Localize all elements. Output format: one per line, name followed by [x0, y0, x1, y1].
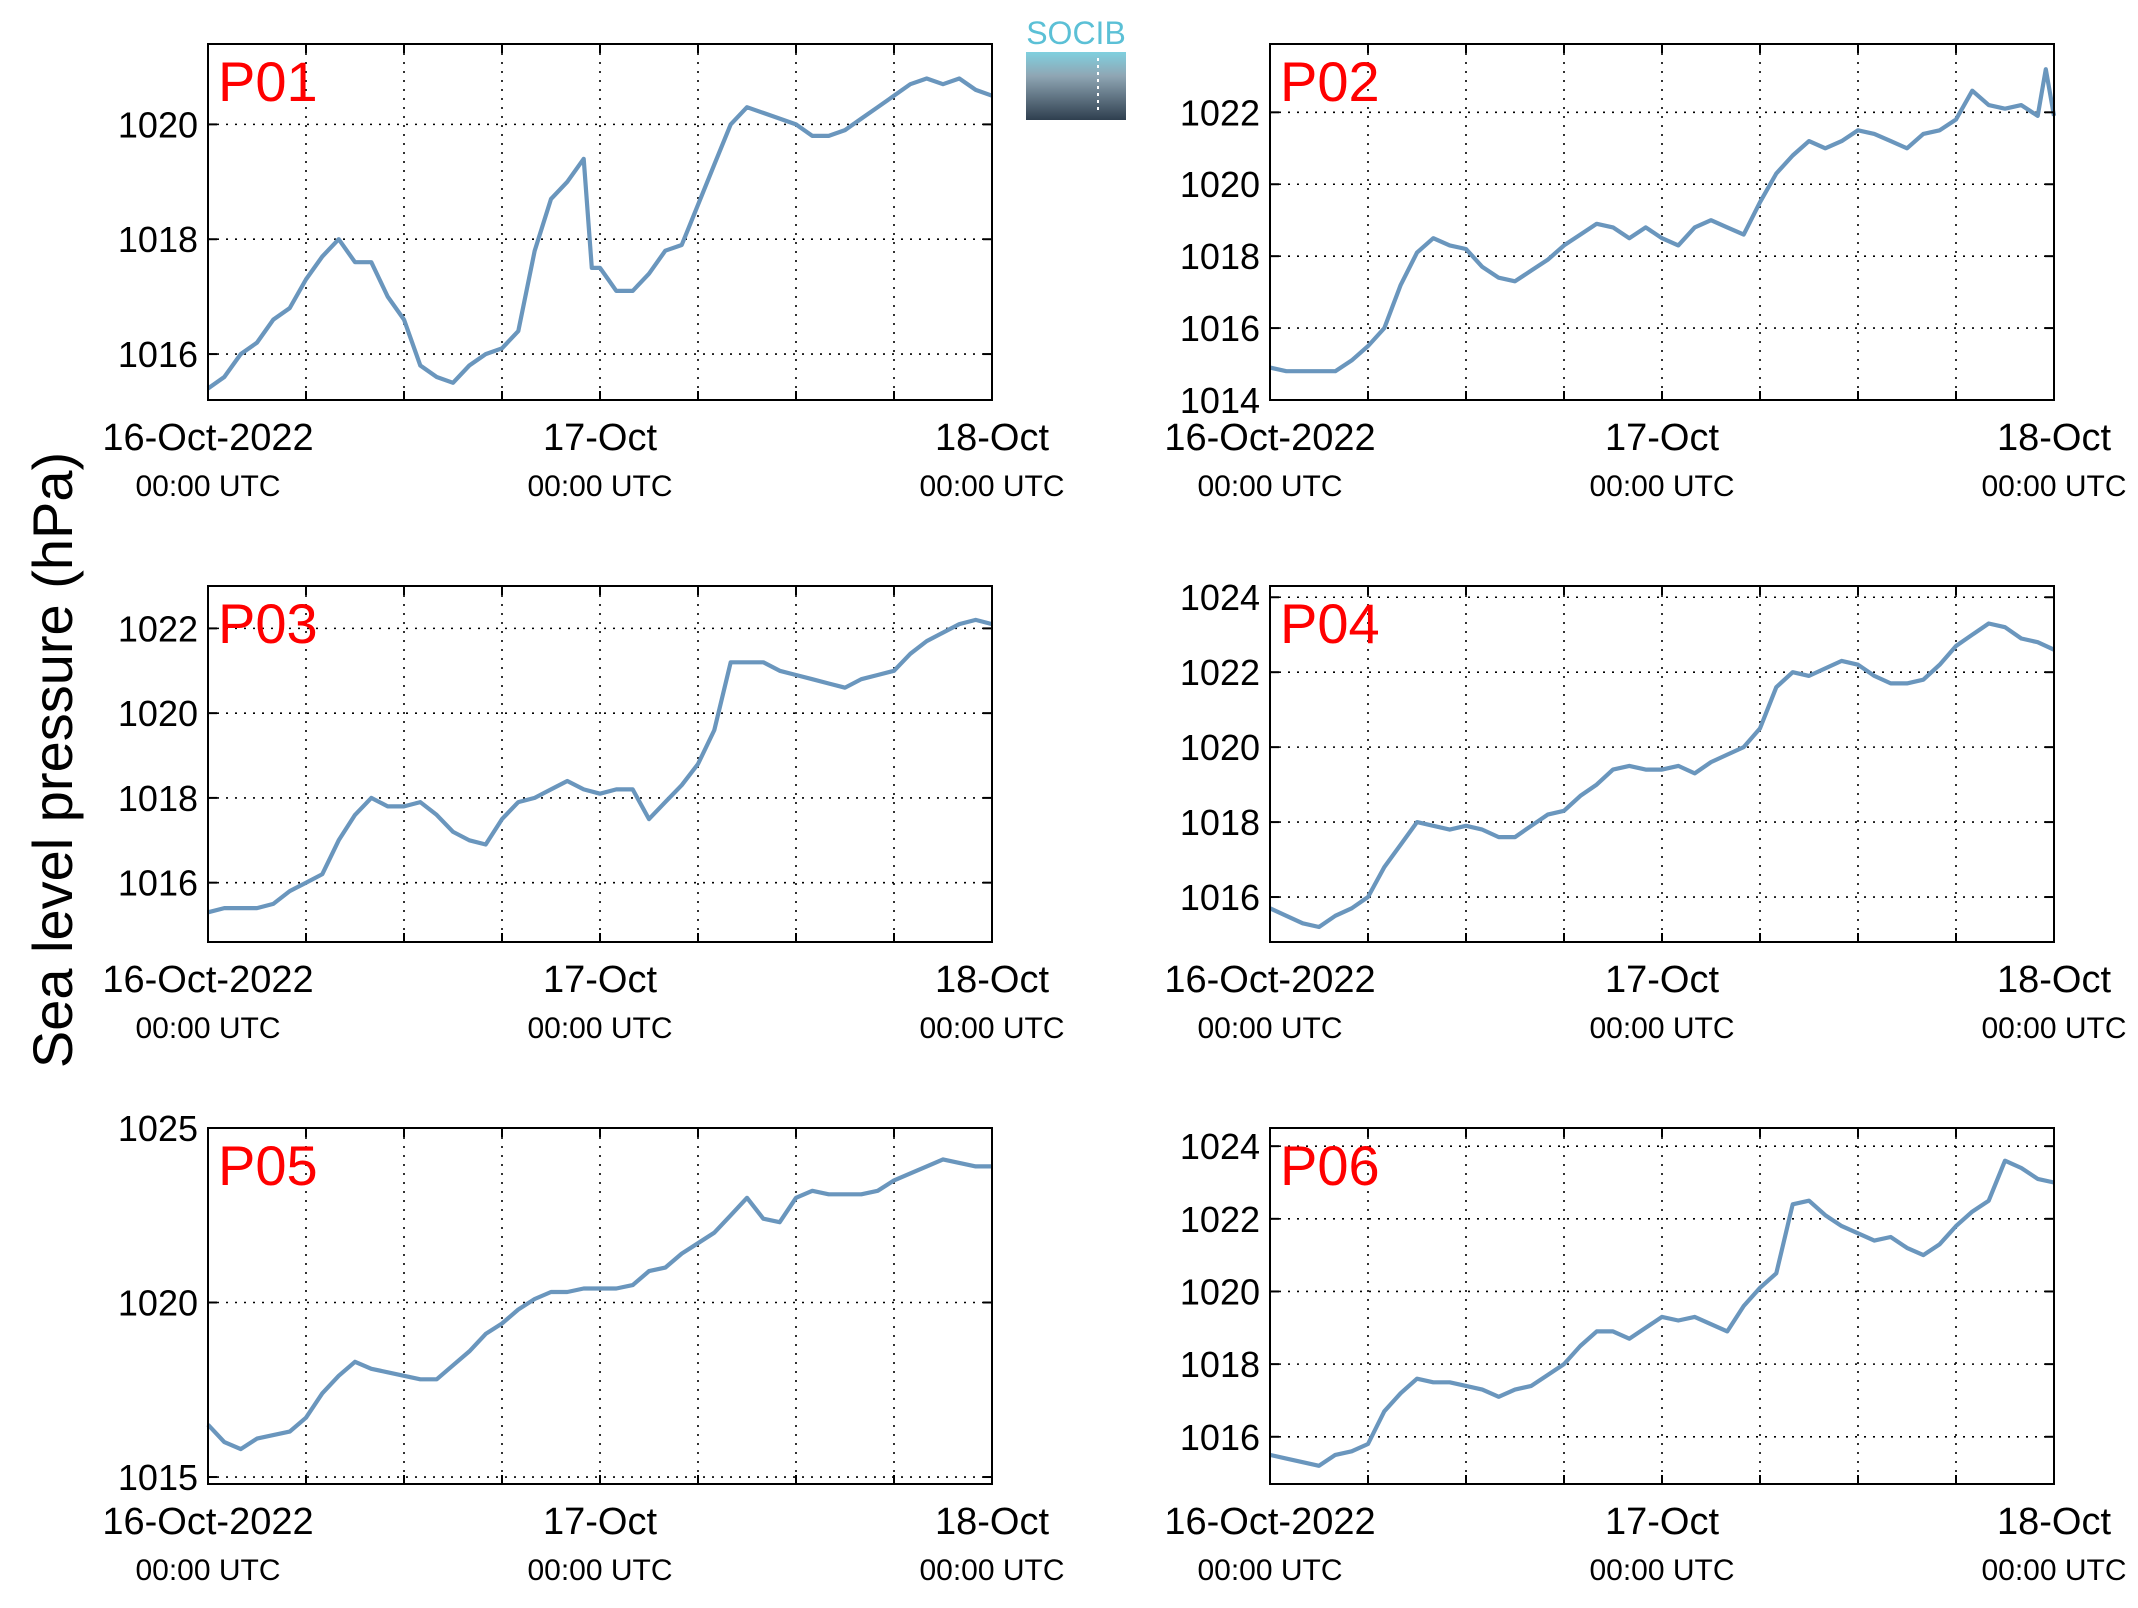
logo-block — [1026, 52, 1126, 120]
panel-p06: 1016 1018 1020 1022 1024 16-Oct-2022 00:00 UTC… — [1164, 1126, 2126, 1587]
series-line-p05 — [206, 1157, 992, 1452]
panel-p01: 1016 1018 1020 16-Oct-2022 00:00 UTC 17-Oct 00… — [102, 43, 1065, 503]
x-tick-label: 17-Oct — [1605, 417, 1719, 459]
y-tick-label: 1024 — [1180, 577, 1260, 618]
y-tick-label: 1018 — [118, 778, 198, 819]
x-tick-label: 17-Oct — [543, 959, 657, 1001]
panel-p04: 1016 1018 1020 1022 1024 16-Oct-2022 00:00 UTC… — [1164, 577, 2126, 1045]
x-tick-sublabel: 00:00 UTC — [1589, 1554, 1734, 1587]
axes-frame — [207, 43, 993, 401]
y-tick-label: 1022 — [1180, 1199, 1260, 1240]
y-tick-label: 1016 — [118, 863, 198, 904]
y-tick-label: 1020 — [118, 104, 198, 145]
series-line-p01 — [206, 76, 993, 391]
panels: 1016 1018 1020 16-Oct-2022 00:00 UTC 17-Oct 00… — [102, 43, 2127, 1587]
y-tick-label: 1018 — [1180, 1344, 1260, 1385]
station-label-p02: P02 — [1280, 50, 1380, 113]
x-tick-sublabel: 00:00 UTC — [1197, 1012, 1342, 1045]
x-tick-label: 16-Oct-2022 — [102, 1501, 313, 1543]
x-tick-label: 17-Oct — [543, 417, 657, 459]
x-tick-sublabel: 00:00 UTC — [1981, 1012, 2126, 1045]
x-tick-label: 17-Oct — [1605, 959, 1719, 1001]
x-tick-label: 16-Oct-2022 — [102, 417, 313, 459]
y-tick-label: 1024 — [1180, 1126, 1260, 1167]
axes-frame — [1269, 1127, 2055, 1485]
station-label-p03: P03 — [218, 592, 318, 655]
x-tick-label: 18-Oct — [1997, 417, 2111, 459]
y-tick-label: 1016 — [1180, 877, 1260, 918]
x-tick-label: 18-Oct — [935, 959, 1049, 1001]
x-tick-label: 17-Oct — [543, 1501, 657, 1543]
x-tick-sublabel: 00:00 UTC — [1981, 470, 2126, 503]
x-tick-label: 18-Oct — [935, 1501, 1049, 1543]
series-line-p06 — [1269, 1158, 2055, 1468]
y-tick-label: 1022 — [1180, 92, 1260, 133]
x-tick-label: 18-Oct — [1997, 959, 2111, 1001]
station-label-p05: P05 — [218, 1134, 318, 1197]
x-tick-label: 18-Oct — [935, 417, 1049, 459]
y-tick-label: 1018 — [1180, 802, 1260, 843]
y-tick-label: 1016 — [1180, 308, 1260, 349]
x-tick-sublabel: 00:00 UTC — [135, 1012, 280, 1045]
x-tick-label: 16-Oct-2022 — [1164, 1501, 1375, 1543]
axes-frame — [207, 585, 993, 943]
x-tick-sublabel: 00:00 UTC — [919, 470, 1064, 503]
y-tick-label: 1016 — [1180, 1417, 1260, 1458]
x-tick-sublabel: 00:00 UTC — [527, 470, 672, 503]
station-label-p06: P06 — [1280, 1134, 1380, 1197]
x-tick-label: 18-Oct — [1997, 1501, 2111, 1543]
y-tick-label: 1020 — [1180, 1271, 1260, 1312]
y-tick-label: 1022 — [1180, 652, 1260, 693]
y-tick-label: 1018 — [118, 219, 198, 260]
logo-text: SOCIB — [1026, 15, 1126, 51]
y-tick-label: 1020 — [1180, 727, 1260, 768]
x-tick-sublabel: 00:00 UTC — [1197, 470, 1342, 503]
x-tick-sublabel: 00:00 UTC — [1981, 1554, 2126, 1587]
x-tick-sublabel: 00:00 UTC — [135, 1554, 280, 1587]
series-line-p04 — [1269, 621, 2055, 930]
y-tick-label: 1020 — [1180, 164, 1260, 205]
x-tick-label: 16-Oct-2022 — [1164, 417, 1375, 459]
x-tick-label: 16-Oct-2022 — [1164, 959, 1375, 1001]
panel-p02: 1014 1016 1018 1020 1022 16-Oct-2022 00:00 UTC… — [1164, 43, 2127, 503]
y-tick-label: 1020 — [118, 693, 198, 734]
x-tick-sublabel: 00:00 UTC — [1589, 470, 1734, 503]
x-tick-label: 17-Oct — [1605, 1501, 1719, 1543]
y-tick-label: 1018 — [1180, 236, 1260, 277]
panel-p05: 1015 1020 1025 16-Oct-2022 00:00 UTC 17-Oct 00… — [102, 1108, 1064, 1587]
y-tick-label: 1014 — [1180, 380, 1260, 421]
x-tick-label: 16-Oct-2022 — [102, 959, 313, 1001]
y-tick-label: 1025 — [118, 1108, 198, 1149]
station-label-p01: P01 — [218, 50, 318, 113]
x-tick-sublabel: 00:00 UTC — [527, 1012, 672, 1045]
y-tick-label: 1015 — [118, 1457, 198, 1498]
axes-frame — [1269, 43, 2055, 401]
station-label-p04: P04 — [1280, 592, 1380, 655]
axes-frame — [207, 1127, 993, 1485]
axes-frame — [1269, 585, 2055, 943]
x-tick-sublabel: 00:00 UTC — [1197, 1554, 1342, 1587]
x-tick-sublabel: 00:00 UTC — [135, 470, 280, 503]
x-tick-sublabel: 00:00 UTC — [527, 1554, 672, 1587]
series-line-p02 — [1269, 67, 2057, 374]
x-tick-sublabel: 00:00 UTC — [1589, 1012, 1734, 1045]
socib-logo: SOCIB — [1026, 15, 1126, 120]
x-tick-sublabel: 00:00 UTC — [919, 1554, 1064, 1587]
y-tick-label: 1016 — [118, 334, 198, 375]
y-tick-label: 1022 — [118, 608, 198, 649]
y-tick-label: 1020 — [118, 1283, 198, 1324]
series-line-p03 — [207, 617, 993, 915]
x-tick-sublabel: 00:00 UTC — [919, 1012, 1064, 1045]
panel-p03: 1016 1018 1020 1022 16-Oct-2022 00:00 UTC 17-O… — [102, 585, 1065, 1045]
y-axis-label: Sea level pressure (hPa) — [21, 452, 84, 1068]
